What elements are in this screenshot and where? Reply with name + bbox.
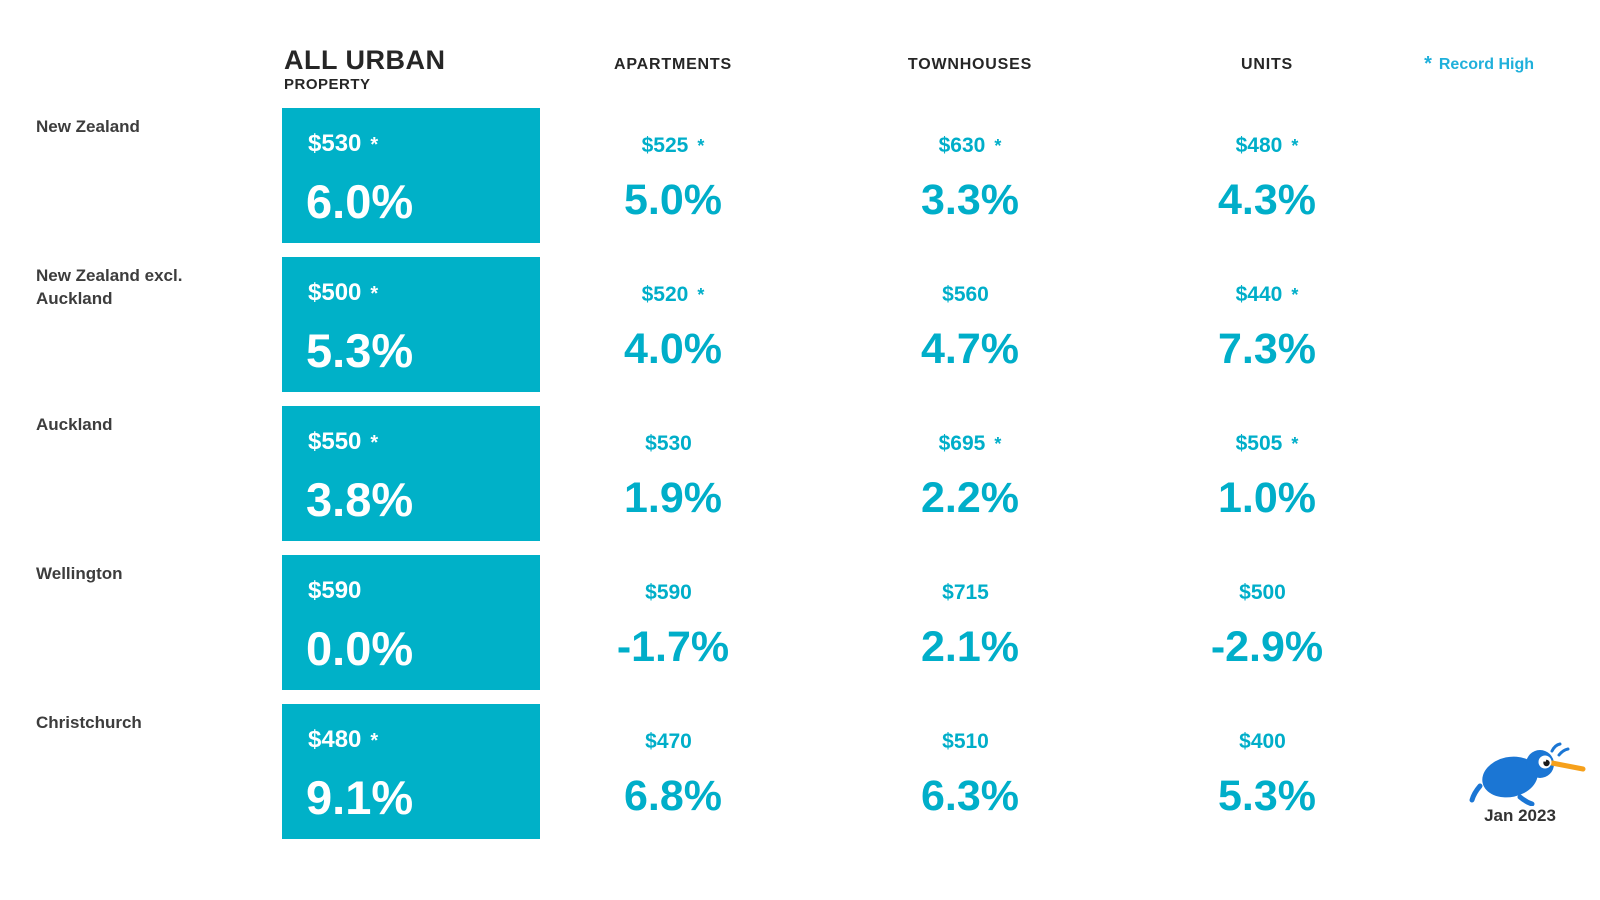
price-value: $695 * [938, 432, 1002, 455]
change-value: -2.9% [1210, 623, 1324, 671]
column-header-units: UNITS [1241, 56, 1293, 73]
region-label: Auckland [36, 415, 113, 434]
record-high-star: * [1291, 136, 1299, 156]
price-value: $470 [645, 730, 692, 753]
all-urban-cell: $590 0.0% [282, 555, 540, 690]
price-value: $525 * [641, 134, 705, 157]
all-urban-cell: $550 * 3.8% [282, 406, 540, 541]
change-value: 6.8% [623, 772, 722, 820]
change-value: 5.3% [306, 324, 414, 377]
price-value: $590 [308, 577, 362, 604]
region-label: Wellington [36, 564, 123, 583]
price-value: $500 * [308, 279, 379, 306]
townhouses-cell: $560 4.7% [845, 257, 1095, 392]
change-value: 7.3% [1217, 325, 1316, 373]
price-value: $520 * [641, 283, 705, 306]
price-value: $510 [942, 730, 989, 753]
change-value: 1.9% [623, 474, 722, 522]
change-value: 5.3% [1217, 772, 1316, 820]
all-urban-cell: $500 * 5.3% [282, 257, 540, 392]
all-urban-subtitle: PROPERTY [284, 76, 371, 94]
region-label: New Zealand [36, 117, 140, 136]
apartments-cell: $525 * 5.0% [548, 108, 798, 243]
date-label: Jan 2023 [1484, 806, 1556, 825]
price-value: $400 [1239, 730, 1286, 753]
units-cell: $505 * 1.0% [1142, 406, 1392, 541]
record-high-label: Record High [1438, 56, 1534, 73]
record-high-star: * [994, 136, 1002, 156]
price-value: $530 [645, 432, 692, 455]
apartments-cell: $470 6.8% [548, 704, 798, 839]
record-high-star: * [370, 283, 379, 305]
change-value: 6.0% [306, 175, 414, 228]
change-value: 2.2% [920, 474, 1019, 522]
record-high-star: * [994, 434, 1002, 454]
column-header-townhouses: TOWNHOUSES [907, 56, 1033, 73]
units-cell: $400 5.3% [1142, 704, 1392, 839]
price-value: $505 * [1235, 432, 1299, 455]
record-high-star: * [1291, 434, 1299, 454]
table-row: Wellington $590 0.0% $590 -1.7% $715 2.1… [0, 555, 1600, 690]
price-value: $480 * [1235, 134, 1299, 157]
asterisk-icon: * [1424, 53, 1432, 75]
record-high-star: * [370, 730, 379, 752]
change-value: 4.0% [623, 325, 722, 373]
price-value: $590 [645, 581, 692, 604]
record-high-star: * [1291, 285, 1299, 305]
change-value: 2.1% [920, 623, 1019, 671]
change-value: 1.0% [1217, 474, 1316, 522]
units-cell: $440 * 7.3% [1142, 257, 1392, 392]
price-value: $530 * [308, 130, 379, 157]
region-label: New Zealand excl. Auckland [36, 266, 183, 308]
table-row: Auckland $550 * 3.8% $530 1.9% $695 * 2.2%… [0, 406, 1600, 541]
price-value: $440 * [1235, 283, 1299, 306]
townhouses-cell: $695 * 2.2% [845, 406, 1095, 541]
price-value: $560 [942, 283, 989, 306]
townhouses-cell: $510 6.3% [845, 704, 1095, 839]
price-value: $480 * [308, 726, 379, 753]
change-value: 0.0% [306, 622, 414, 675]
table-row: Christchurch $480 * 9.1% $470 6.8% $510 6… [0, 704, 1600, 839]
price-value: $500 [1239, 581, 1286, 604]
units-cell: $480 * 4.3% [1142, 108, 1392, 243]
record-high-star: * [697, 136, 705, 156]
townhouses-cell: $630 * 3.3% [845, 108, 1095, 243]
apartments-cell: $590 -1.7% [548, 555, 798, 690]
change-value: 3.3% [920, 176, 1019, 224]
record-high-star: * [697, 285, 705, 305]
change-value: -1.7% [616, 623, 730, 671]
record-high-legend: * Record High [1424, 52, 1534, 75]
all-urban-cell: $480 * 9.1% [282, 704, 540, 839]
column-header-apartments: APARTMENTS [614, 56, 732, 73]
column-header-all-urban: ALL URBAN PROPERTY [284, 45, 446, 94]
all-urban-title: ALL URBAN [284, 45, 446, 75]
change-value: 3.8% [306, 473, 414, 526]
price-value: $550 * [308, 428, 379, 455]
apartments-cell: $520 * 4.0% [548, 257, 798, 392]
all-urban-cell: $530 * 6.0% [282, 108, 540, 243]
change-value: 6.3% [920, 772, 1019, 820]
record-high-star: * [370, 134, 379, 156]
apartments-cell: $530 1.9% [548, 406, 798, 541]
change-value: 5.0% [623, 176, 722, 224]
region-label: Christchurch [36, 713, 142, 732]
table-row: New Zealand excl. Auckland $500 * 5.3% $5… [0, 257, 1600, 392]
change-value: 9.1% [306, 771, 414, 824]
record-high-star: * [370, 432, 379, 454]
townhouses-cell: $715 2.1% [845, 555, 1095, 690]
price-value: $630 * [938, 134, 1002, 157]
change-value: 4.3% [1217, 176, 1316, 224]
change-value: 4.7% [920, 325, 1019, 373]
price-value: $715 [942, 581, 989, 604]
kiwi-logo [1469, 742, 1586, 806]
table-row: New Zealand $530 * 6.0% $525 * 5.0% $630 * … [0, 108, 1600, 243]
units-cell: $500 -2.9% [1142, 555, 1392, 690]
